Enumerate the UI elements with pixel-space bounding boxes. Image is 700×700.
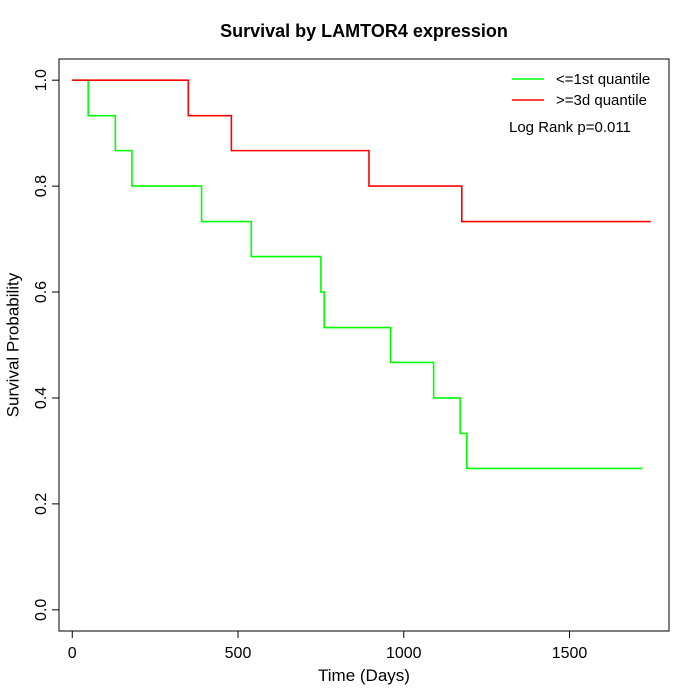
x-axis: 0 500 1000 1500 <box>68 630 588 662</box>
y-tick-label: 0.4 <box>33 387 50 409</box>
legend-label-high: >=3d quantile <box>556 92 647 109</box>
y-tick-label: 0.2 <box>33 493 50 515</box>
x-tick-label: 0 <box>68 645 77 662</box>
plot-area <box>58 58 670 632</box>
x-tick-label: 1500 <box>552 645 588 662</box>
y-axis: 0.0 0.2 0.4 0.6 0.8 1.0 <box>33 69 60 621</box>
legend: <=1st quantile >=3d quantile <box>512 71 650 109</box>
x-axis-label: Time (Days) <box>318 666 410 685</box>
y-axis-label: Survival Probability <box>3 272 22 417</box>
log-rank-annotation: Log Rank p=0.011 <box>509 119 631 136</box>
y-tick-label: 0.8 <box>33 175 50 197</box>
chart-title: Survival by LAMTOR4 expression <box>220 21 508 41</box>
x-tick-label: 1000 <box>386 645 422 662</box>
y-tick-label: 0.6 <box>33 281 50 303</box>
y-tick-label: 1.0 <box>33 69 50 91</box>
legend-label-low: <=1st quantile <box>556 71 650 88</box>
series-layer <box>72 79 651 470</box>
y-tick-label: 0.0 <box>33 599 50 621</box>
series-line-low-quantile <box>72 79 643 470</box>
x-tick-label: 500 <box>225 645 252 662</box>
series-line-high-quantile <box>72 79 651 223</box>
